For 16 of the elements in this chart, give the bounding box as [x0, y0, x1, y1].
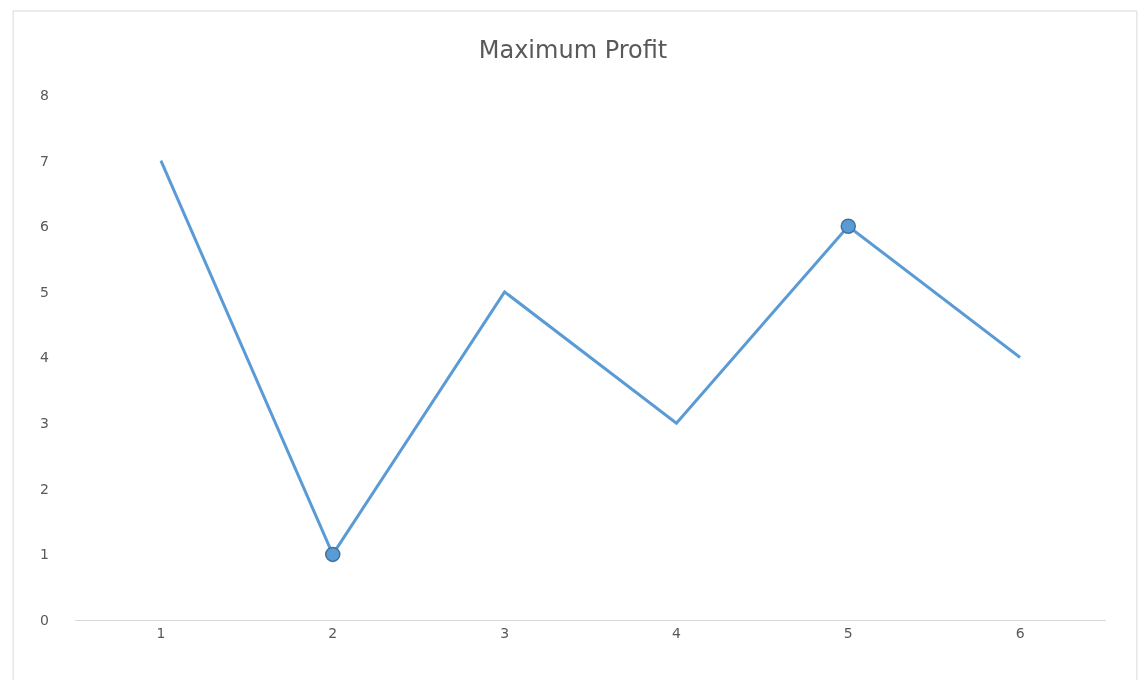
x-tick-label: 3 [500, 624, 510, 641]
x-tick-label: 4 [671, 624, 681, 641]
y-tick-label: 3 [40, 415, 49, 432]
y-tick-label: 4 [40, 349, 50, 366]
y-tick-label: 7 [40, 152, 49, 169]
y-tick-label: 1 [40, 546, 49, 563]
chart-title: Maximum Profit [478, 35, 668, 64]
x-tick-label: 5 [843, 624, 853, 641]
y-tick-label: 6 [40, 218, 50, 235]
x-tick-label: 2 [328, 624, 338, 641]
y-tick-label: 2 [40, 480, 49, 497]
y-tick-label: 0 [40, 611, 49, 628]
y-tick-label: 8 [40, 86, 49, 103]
y-tick-label: 5 [40, 283, 49, 300]
x-tick-label: 1 [156, 624, 166, 641]
x-tick-label: 6 [1015, 624, 1025, 641]
